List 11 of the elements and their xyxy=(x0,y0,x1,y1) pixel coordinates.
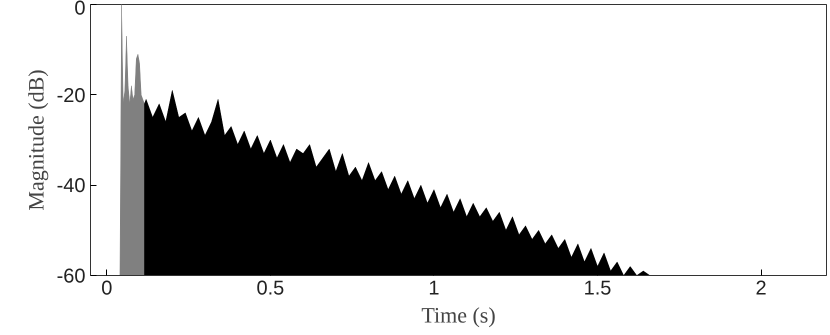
y-tick-label: -20 xyxy=(56,84,86,107)
y-axis-title: Magnitude (dB) xyxy=(24,69,49,211)
y-tick-label: -40 xyxy=(56,175,86,198)
y-tick-label: 0 xyxy=(74,0,86,20)
x-axis-title: Time (s) xyxy=(421,302,496,328)
x-tick-label: 0.5 xyxy=(256,278,284,300)
x-tick-label: 2 xyxy=(756,278,767,300)
y-tick-label: -60 xyxy=(56,266,86,288)
x-tick-label: 0 xyxy=(101,278,112,300)
x-tick-label: 1.5 xyxy=(584,278,612,300)
x-tick-label: 1 xyxy=(428,278,440,300)
